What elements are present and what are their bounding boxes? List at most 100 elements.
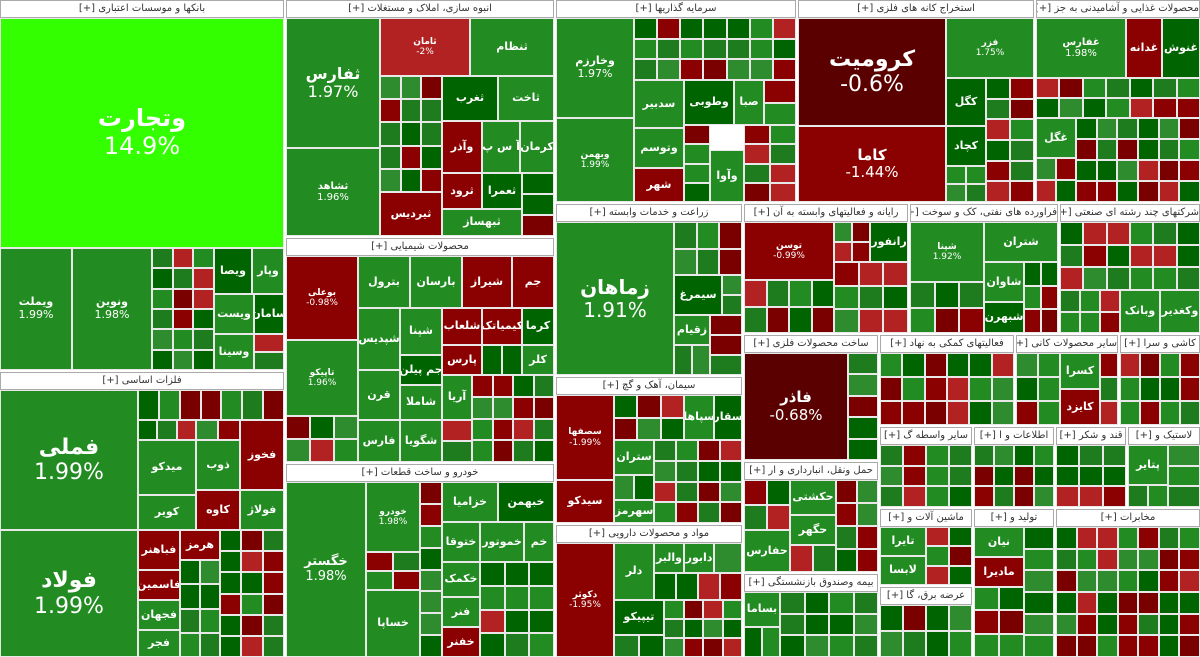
- stock-tile[interactable]: [1083, 98, 1106, 118]
- stock-tile[interactable]: [880, 377, 902, 401]
- stock-tile[interactable]: [848, 417, 878, 439]
- stock-tile[interactable]: [1079, 486, 1103, 507]
- stock-tile[interactable]: [1179, 527, 1200, 549]
- stock-tile[interactable]: [992, 401, 1014, 425]
- stock-tile[interactable]: [1148, 485, 1168, 507]
- stock-tile[interactable]: [925, 353, 947, 377]
- stock-tile[interactable]: [420, 635, 442, 657]
- stock-tile[interactable]: [1097, 160, 1117, 181]
- stock-tile[interactable]: وبهمن 1.99%: [556, 118, 634, 202]
- stock-tile[interactable]: [947, 401, 969, 425]
- stock-tile[interactable]: [1159, 139, 1179, 160]
- stock-tile[interactable]: سیمرغ: [674, 275, 722, 315]
- stock-tile[interactable]: [698, 482, 720, 502]
- stock-tile[interactable]: [263, 594, 284, 615]
- stock-tile[interactable]: [857, 480, 878, 503]
- stock-tile[interactable]: [1097, 570, 1118, 592]
- sector-header[interactable]: ساير واسطه گ [+]: [880, 427, 972, 445]
- stock-tile[interactable]: ذوب: [196, 440, 240, 490]
- stock-tile[interactable]: بوعلی -0.98%: [286, 256, 358, 340]
- stock-tile[interactable]: ونوین 1.98%: [72, 248, 152, 370]
- stock-tile[interactable]: [200, 633, 220, 657]
- stock-tile[interactable]: [880, 401, 902, 425]
- stock-tile[interactable]: [903, 445, 926, 466]
- stock-tile[interactable]: [263, 390, 284, 420]
- stock-tile[interactable]: [420, 548, 442, 570]
- stock-tile[interactable]: [1179, 549, 1200, 570]
- stock-tile[interactable]: [200, 584, 220, 609]
- stock-tile[interactable]: [994, 486, 1014, 507]
- stock-tile[interactable]: [848, 374, 878, 396]
- stock-tile[interactable]: [935, 282, 959, 308]
- stock-tile[interactable]: [719, 222, 742, 249]
- stock-tile[interactable]: [263, 615, 284, 636]
- stock-tile[interactable]: [1138, 527, 1159, 549]
- stock-tile[interactable]: [1016, 353, 1038, 377]
- stock-tile[interactable]: [1179, 181, 1200, 202]
- stock-tile[interactable]: [744, 144, 770, 164]
- stock-tile[interactable]: [966, 166, 986, 184]
- stock-tile[interactable]: وخارزم 1.97%: [556, 18, 634, 118]
- stock-tile[interactable]: [698, 502, 720, 523]
- stock-tile[interactable]: [534, 397, 554, 419]
- sector-header[interactable]: قند و شکر [+]: [1056, 427, 1126, 445]
- stock-tile[interactable]: غگل: [1036, 118, 1076, 158]
- stock-tile[interactable]: میدکو: [138, 440, 196, 495]
- stock-tile[interactable]: کرومیت -0.6%: [798, 18, 946, 126]
- stock-tile[interactable]: [1036, 98, 1059, 118]
- stock-tile[interactable]: [848, 353, 878, 374]
- stock-tile[interactable]: [727, 59, 750, 80]
- stock-tile[interactable]: [723, 619, 742, 638]
- stock-tile[interactable]: [614, 418, 637, 440]
- stock-tile[interactable]: [947, 353, 969, 377]
- stock-tile[interactable]: [684, 638, 703, 657]
- stock-tile[interactable]: [654, 440, 676, 461]
- stock-tile[interactable]: [1024, 592, 1054, 614]
- stock-tile[interactable]: [720, 461, 742, 482]
- stock-tile[interactable]: [880, 353, 902, 377]
- stock-tile[interactable]: توسن -0.99%: [744, 222, 834, 280]
- stock-tile[interactable]: [480, 562, 505, 586]
- stock-tile[interactable]: [710, 335, 742, 355]
- stock-tile[interactable]: [949, 527, 972, 546]
- stock-tile[interactable]: [925, 377, 947, 401]
- stock-tile[interactable]: [1153, 267, 1177, 290]
- sector-header[interactable]: اطلاعات و ا [+]: [974, 427, 1054, 445]
- stock-tile[interactable]: [767, 280, 789, 307]
- stock-tile[interactable]: [1010, 140, 1034, 161]
- stock-tile[interactable]: [805, 635, 829, 657]
- stock-tile[interactable]: [614, 475, 634, 500]
- stock-tile[interactable]: [1076, 181, 1097, 202]
- stock-tile[interactable]: [1118, 570, 1138, 592]
- stock-tile[interactable]: [910, 282, 935, 308]
- stock-tile[interactable]: مادیرا: [974, 557, 1024, 587]
- stock-tile[interactable]: [1056, 527, 1077, 549]
- stock-tile[interactable]: آ س پ: [482, 121, 520, 173]
- stock-tile[interactable]: [986, 99, 1010, 119]
- stock-tile[interactable]: [1177, 98, 1200, 118]
- sector-header[interactable]: رایانه و فعالیتهای وابسته به آن [+]: [744, 204, 908, 222]
- stock-tile[interactable]: [986, 119, 1010, 140]
- stock-tile[interactable]: [848, 396, 878, 417]
- stock-tile[interactable]: پتایر: [1128, 445, 1168, 485]
- stock-tile[interactable]: [780, 614, 805, 635]
- stock-tile[interactable]: [903, 631, 926, 657]
- stock-tile[interactable]: تاپیکو 1.96%: [286, 340, 358, 416]
- stock-tile[interactable]: [880, 466, 903, 486]
- stock-tile[interactable]: [173, 248, 193, 268]
- stock-tile[interactable]: شپنا: [400, 308, 442, 355]
- stock-tile[interactable]: [926, 527, 949, 546]
- stock-tile[interactable]: [805, 592, 829, 614]
- stock-tile[interactable]: [1038, 377, 1060, 401]
- stock-tile[interactable]: [366, 552, 393, 571]
- stock-tile[interactable]: [1130, 222, 1153, 245]
- stock-tile[interactable]: [1159, 181, 1179, 202]
- stock-tile[interactable]: [1159, 635, 1179, 657]
- stock-tile[interactable]: [1010, 99, 1034, 119]
- stock-tile[interactable]: [505, 586, 529, 610]
- stock-tile[interactable]: شاملا: [400, 385, 442, 420]
- stock-tile[interactable]: [949, 605, 972, 631]
- stock-tile[interactable]: [152, 309, 173, 329]
- stock-tile[interactable]: وآذر: [442, 121, 482, 173]
- sector-header[interactable]: بانکها و موسسات اعتباری [+]: [0, 0, 284, 18]
